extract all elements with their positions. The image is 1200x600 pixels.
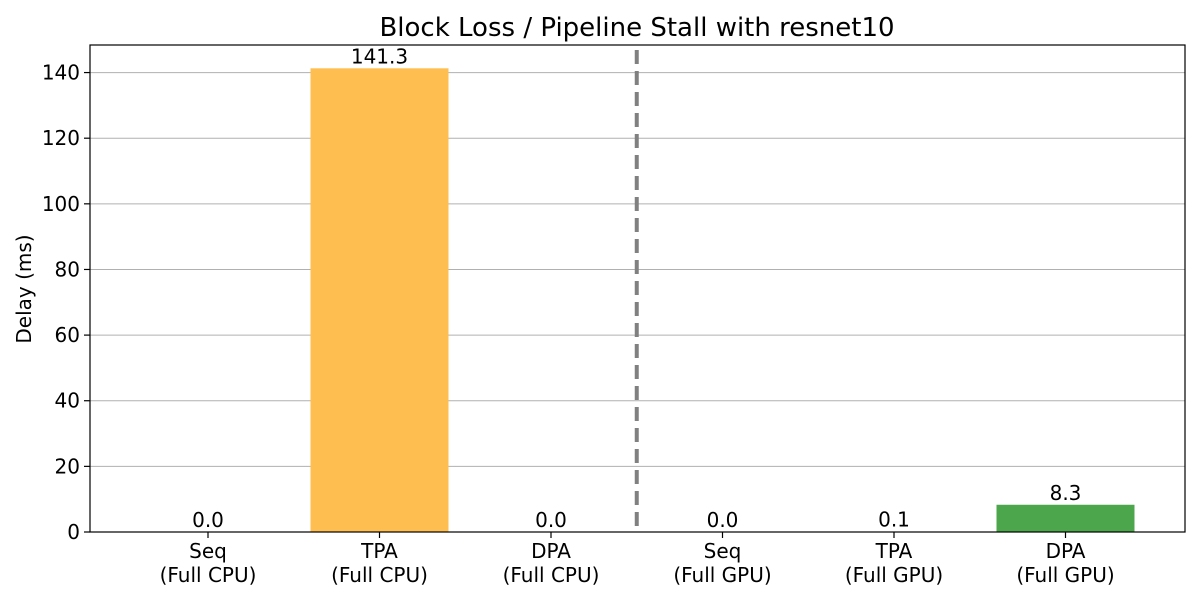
plot-frame	[89, 44, 1186, 533]
y-axis-label: Delay (ms)	[12, 234, 36, 343]
bar-value-label: 0.0	[535, 508, 567, 532]
y-tick-label: 20	[55, 454, 80, 478]
x-tick-label: (Full CPU)	[160, 563, 257, 587]
x-tick-label: TPA	[875, 539, 913, 563]
y-axis-ticks: 0 20 40 60 80 100 120 140	[42, 61, 90, 544]
bar	[996, 504, 1135, 532]
bar-value-label: 0.1	[878, 508, 910, 532]
bar-value-label: 8.3	[1050, 481, 1082, 505]
x-tick-label: (Full GPU)	[845, 563, 943, 587]
x-tick-label: DPA	[531, 539, 571, 563]
x-axis-ticks: Seq(Full CPU)TPA(Full CPU)DPA(Full CPU)S…	[160, 532, 1115, 587]
y-tick-label: 0	[67, 520, 80, 544]
bar	[310, 68, 449, 532]
chart-title: Block Loss / Pipeline Stall with resnet1…	[379, 13, 894, 43]
x-tick-label: (Full CPU)	[503, 563, 600, 587]
bar-value-label: 0.0	[192, 508, 224, 532]
x-tick-label: DPA	[1046, 539, 1086, 563]
x-tick-label: (Full CPU)	[331, 563, 428, 587]
x-tick-label: Seq	[189, 539, 227, 563]
y-tick-label: 40	[55, 389, 80, 413]
bar-value-label: 141.3	[351, 44, 408, 68]
x-tick-label: (Full GPU)	[673, 563, 771, 587]
y-tick-label: 140	[42, 61, 80, 85]
y-tick-label: 60	[55, 323, 80, 347]
bars	[310, 68, 1135, 532]
y-tick-label: 100	[42, 192, 80, 216]
bar-value-label: 0.0	[707, 508, 739, 532]
value-labels: 0.0 141.3 0.0 0.0 0.1 8.3	[192, 44, 1081, 532]
y-tick-label: 120	[42, 126, 80, 150]
y-tick-label: 80	[55, 257, 80, 281]
x-tick-label: TPA	[360, 539, 398, 563]
x-tick-label: Seq	[704, 539, 742, 563]
x-tick-label: (Full GPU)	[1016, 563, 1114, 587]
